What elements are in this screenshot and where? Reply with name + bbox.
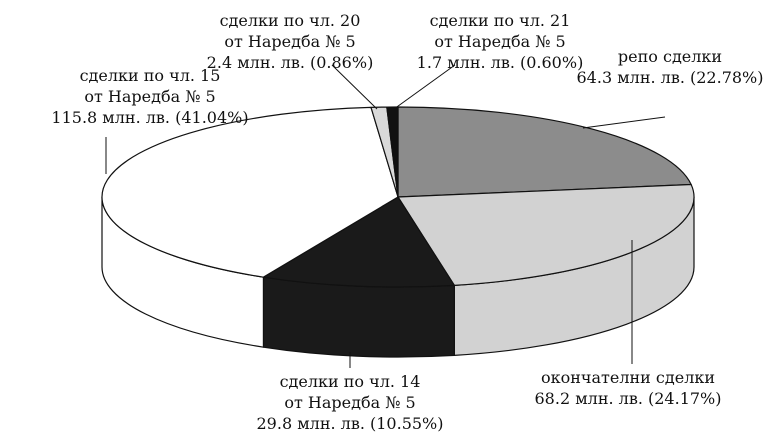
slice-label-2-line-0: сделки по чл. 14 <box>280 372 421 391</box>
slice-label-5: сделки по чл. 21 от Наредба № 5 1.7 млн. л… <box>417 11 584 72</box>
leader-line-5 <box>393 64 456 110</box>
slice-label-5-line-2: 1.7 млн. лв. (0.60%) <box>417 53 584 72</box>
slice-label-3-line-0: сделки по чл. 15 <box>80 66 221 85</box>
slice-label-3-line-2: 115.8 млн. лв. (41.04%) <box>51 108 248 127</box>
leader-lines <box>105 64 666 368</box>
pie-slice-3 <box>101 106 399 278</box>
slice-label-4-line-2: 2.4 млн. лв. (0.86%) <box>207 53 374 72</box>
slice-label-0-line-1: 64.3 млн. лв. (22.78%) <box>577 68 764 87</box>
pie-slice-2 <box>262 196 455 288</box>
slice-label-0: репо сделки 64.3 млн. лв. (22.78%) <box>577 47 764 87</box>
slice-label-1-line-1: 68.2 млн. лв. (24.17%) <box>535 389 722 408</box>
slice-label-3-line-1: от Наредба № 5 <box>84 87 215 106</box>
slice-label-5-line-0: сделки по чл. 21 <box>430 11 571 30</box>
slice-label-4-line-1: от Наредба № 5 <box>224 32 355 51</box>
slice-label-1-line-0: окончателни сделки <box>541 368 715 387</box>
slice-label-4-line-0: сделки по чл. 20 <box>220 11 361 30</box>
pie-tops <box>101 106 695 288</box>
slice-label-4: сделки по чл. 20 от Наредба № 5 2.4 млн. л… <box>207 11 374 72</box>
slice-labels: репо сделки 64.3 млн. лв. (22.78%) окончат… <box>51 11 763 433</box>
pie-slice-0 <box>397 106 692 198</box>
slice-label-5-line-1: от Наредба № 5 <box>434 32 565 51</box>
leader-line-0 <box>582 116 666 129</box>
pie-sides <box>101 196 695 358</box>
slice-label-1: окончателни сделки 68.2 млн. лв. (24.17%) <box>535 368 722 408</box>
pie-slice-1 <box>397 183 695 286</box>
slice-label-2-line-2: 29.8 млн. лв. (10.55%) <box>257 414 444 433</box>
pie-slice-5 <box>386 106 399 198</box>
pie-side-2 <box>262 276 455 358</box>
slice-label-0-line-0: репо сделки <box>618 47 722 66</box>
slice-label-3: сделки по чл. 15 от Наредба № 5 115.8 млн.… <box>51 66 248 127</box>
leader-line-4 <box>331 64 378 110</box>
slice-label-2-line-1: от Наредба № 5 <box>284 393 415 412</box>
slice-label-2: сделки по чл. 14 от Наредба № 5 29.8 млн. … <box>257 372 444 433</box>
